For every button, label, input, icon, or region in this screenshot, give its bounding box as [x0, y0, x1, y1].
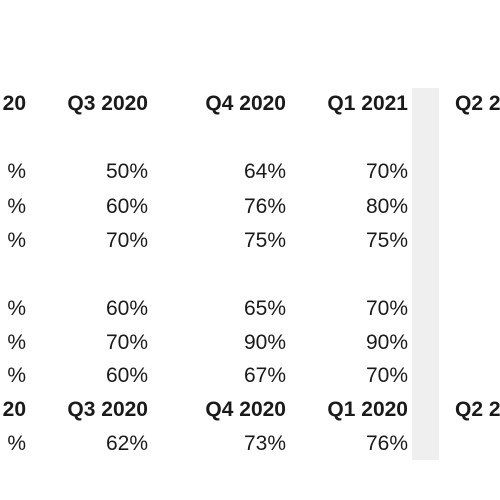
header-cell-q1-2020[interactable]: Q1 2020: [327, 398, 408, 421]
table-cell[interactable]: 65%: [243, 297, 286, 320]
table-cell[interactable]: 64%: [243, 160, 286, 183]
table-cell[interactable]: 60%: [105, 297, 148, 320]
table-cell[interactable]: 60%: [105, 195, 148, 218]
table-cell[interactable]: 70%: [365, 160, 408, 183]
shaded-column: [412, 88, 439, 460]
table-cell[interactable]: 62%: [105, 432, 148, 455]
header-cell-partial-right[interactable]: Q2 2: [455, 92, 500, 115]
table-cell[interactable]: %: [7, 229, 26, 252]
header-cell-partial-right[interactable]: Q2 2: [455, 398, 500, 421]
table-cell[interactable]: 70%: [365, 364, 408, 387]
header-cell-q3-2020[interactable]: Q3 2020: [67, 92, 148, 115]
header-cell-q4-2020[interactable]: Q4 2020: [205, 398, 286, 421]
table-cell[interactable]: 50%: [105, 160, 148, 183]
table-cell[interactable]: 90%: [243, 331, 286, 354]
header-cell-partial-left[interactable]: 20: [2, 92, 26, 115]
table-cell[interactable]: 80%: [365, 195, 408, 218]
table-cell[interactable]: 76%: [243, 195, 286, 218]
table-cell[interactable]: 70%: [365, 297, 408, 320]
header-cell-q1-2021[interactable]: Q1 2021: [327, 92, 408, 115]
table-cell[interactable]: 90%: [365, 331, 408, 354]
table-cell[interactable]: 75%: [365, 229, 408, 252]
table-cell[interactable]: %: [7, 160, 26, 183]
table-cell[interactable]: %: [7, 297, 26, 320]
table-cell[interactable]: 73%: [243, 432, 286, 455]
table-cell[interactable]: 76%: [365, 432, 408, 455]
table-cell[interactable]: %: [7, 331, 26, 354]
table-cell[interactable]: 70%: [105, 331, 148, 354]
table-cell[interactable]: 67%: [243, 364, 286, 387]
table-cell[interactable]: 60%: [105, 364, 148, 387]
table-cell[interactable]: %: [7, 364, 26, 387]
table-cell[interactable]: 70%: [105, 229, 148, 252]
table-cell[interactable]: %: [7, 432, 26, 455]
table-cell[interactable]: 75%: [243, 229, 286, 252]
header-cell-q4-2020[interactable]: Q4 2020: [205, 92, 286, 115]
header-cell-q3-2020[interactable]: Q3 2020: [67, 398, 148, 421]
header-cell-partial-left[interactable]: 20: [2, 398, 26, 421]
table-cell[interactable]: %: [7, 195, 26, 218]
